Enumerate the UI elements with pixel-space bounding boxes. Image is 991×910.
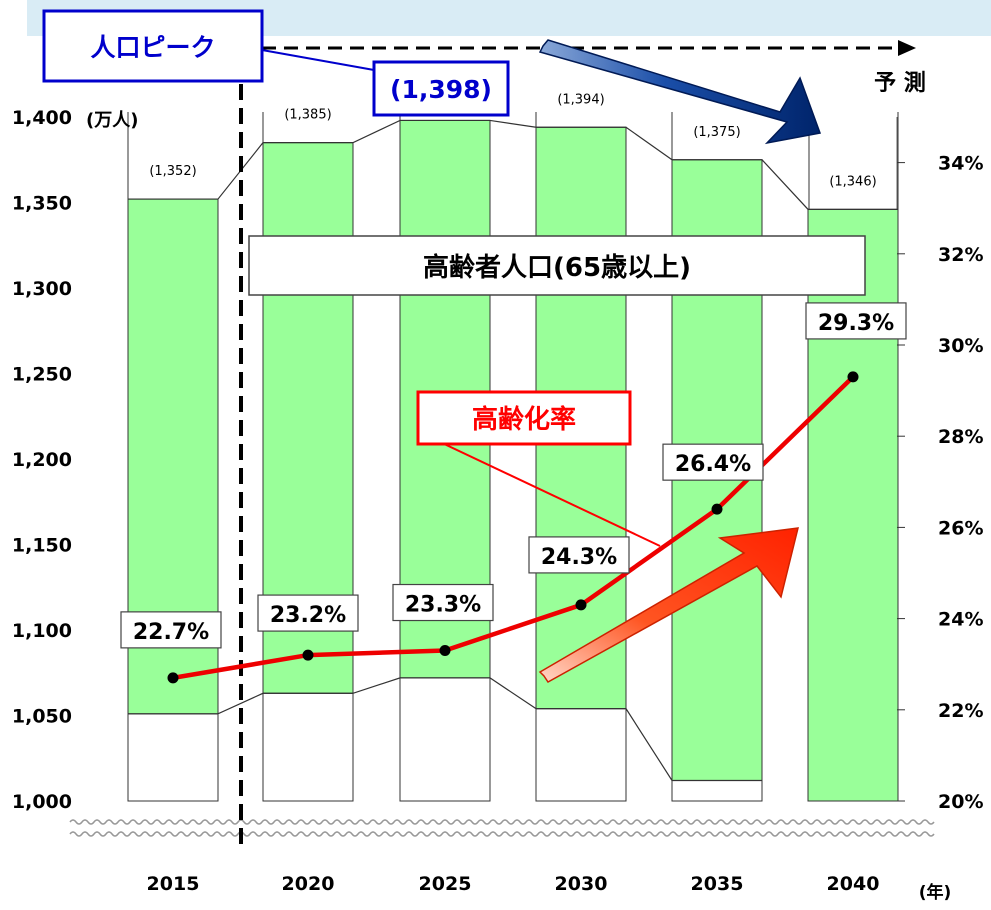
rate-box-label: 高齢化率: [472, 404, 576, 435]
base-bar-2035: [671, 779, 763, 802]
left-tick-label: 1,350: [12, 193, 72, 215]
total-label: (1,352): [149, 164, 196, 179]
rate-point: [302, 649, 314, 661]
break-mark-0: [69, 819, 935, 825]
growth-arrow: [538, 527, 799, 683]
population-outline: [128, 119, 898, 782]
base-bar-2030: [535, 708, 627, 802]
rate-point: [575, 599, 587, 611]
forecast-arrowhead: [898, 40, 916, 56]
forecast-label: 予 測: [874, 71, 926, 96]
rate-point: [167, 672, 179, 684]
elderly-bar-2040: [807, 208, 899, 802]
total-outline: [128, 119, 898, 210]
rate-point: [847, 371, 859, 383]
peak-connector: [261, 49, 375, 71]
x-axis-unit: (年): [919, 882, 952, 903]
peak-label: 人口ピーク: [90, 33, 215, 62]
rate-line: [167, 371, 859, 684]
break-mark-1: [69, 831, 935, 837]
rate-box: [416, 390, 632, 446]
right-tick-label: 22%: [938, 700, 983, 722]
base-bar-2015: [127, 713, 219, 802]
category-gridlines: [127, 112, 899, 801]
rate-label-box: [120, 611, 222, 649]
base-outline: [128, 677, 762, 782]
left-axis-ticks: 1,000 1,050 1,100 1,150 1,200 1,250 1,300 1,350…: [12, 107, 72, 813]
total-labels: (1,352) (1,385) (1,394) (1,375) (1,346): [149, 92, 876, 189]
rate-label-box: [662, 443, 764, 481]
left-tick-label: 1,300: [12, 278, 72, 300]
left-tick-label: 1,250: [12, 364, 72, 386]
right-tick-label: 24%: [938, 609, 983, 631]
left-tick-label: 1,150: [12, 535, 72, 557]
rate-label: 29.3%: [818, 311, 894, 336]
left-tick-label: 1,000: [12, 791, 72, 813]
right-tick-label: 20%: [938, 791, 983, 813]
rate-label: 22.7%: [133, 620, 209, 645]
rate-point: [439, 645, 451, 657]
base-bar-2020: [262, 692, 354, 802]
rate-label: 24.3%: [541, 545, 617, 570]
x-tick-label: 2030: [555, 873, 608, 895]
rate-labels: 22.7% 23.2% 23.3% 24.3% 26.4% 29.3%: [120, 302, 907, 649]
rate-label: 26.4%: [675, 452, 751, 477]
rate-label-box: [528, 536, 630, 574]
rate-label-box: [257, 594, 359, 632]
left-tick-label: 1,050: [12, 706, 72, 728]
x-tick-label: 2035: [691, 873, 744, 895]
rate-series-line: [172, 375, 855, 681]
left-axis-unit: (万人): [86, 110, 138, 131]
x-axis-ticks: 2015 2020 2025 2030 2035 2040: [147, 873, 880, 895]
left-tick-label: 1,200: [12, 449, 72, 471]
total-label: (1,375): [693, 125, 740, 140]
series-box-label: 高齢者人口(65歳以上): [423, 252, 691, 283]
total-label: (1,385): [284, 108, 331, 123]
total-label: (1,394): [557, 92, 604, 107]
forecast-trend-arrow: [538, 39, 822, 145]
base-bar-2025: [399, 677, 491, 802]
right-tick-label: 28%: [938, 426, 983, 448]
rate-label-box: [392, 583, 494, 622]
peak-box: [42, 9, 264, 83]
right-tick-label: 30%: [938, 335, 983, 357]
rate-leader: [439, 441, 661, 547]
bars-layer: [127, 119, 899, 802]
right-tick-label: 32%: [938, 244, 983, 266]
right-tick-label: 34%: [938, 153, 983, 175]
axis-break-marks: [69, 819, 935, 837]
x-tick-label: 2015: [147, 873, 200, 895]
left-tick-label: 1,100: [12, 620, 72, 642]
right-tick-label: 26%: [938, 517, 983, 539]
x-tick-label: 2025: [419, 873, 472, 895]
series-box: [248, 235, 866, 296]
right-axis-ticks: 20% 22% 24% 26% 28% 30% 32% 34%: [897, 153, 983, 813]
peak-value: (1,398): [390, 75, 492, 104]
rate-label: 23.3%: [405, 593, 481, 618]
total-label: (1,346): [829, 174, 876, 189]
rate-label: 23.2%: [270, 603, 346, 628]
x-tick-label: 2040: [827, 873, 880, 895]
rate-label-box: [805, 302, 907, 340]
left-tick-label: 1,400: [12, 107, 72, 129]
peak-value-box: [372, 60, 510, 117]
x-tick-label: 2020: [282, 873, 335, 895]
rate-point: [711, 503, 723, 515]
